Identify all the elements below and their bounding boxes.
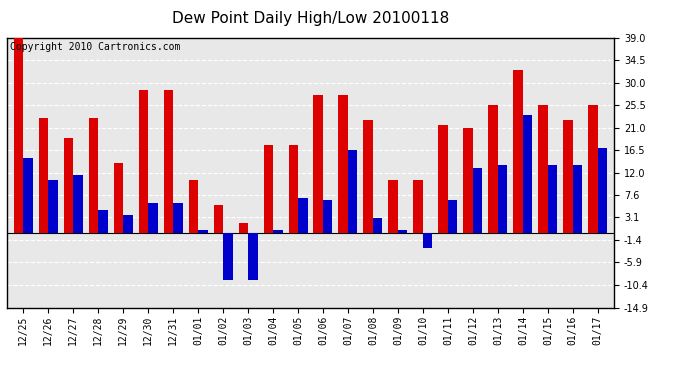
Bar <box>98 210 108 233</box>
Bar <box>23 158 32 233</box>
Bar <box>448 200 457 233</box>
Bar <box>498 165 507 233</box>
Bar <box>298 198 308 233</box>
Bar <box>248 233 257 280</box>
Text: Copyright 2010 Cartronics.com: Copyright 2010 Cartronics.com <box>10 42 180 51</box>
Bar <box>139 90 148 233</box>
Bar <box>73 175 83 233</box>
Bar <box>523 115 533 233</box>
Bar <box>114 163 123 233</box>
Bar <box>88 118 98 233</box>
Bar <box>148 203 157 233</box>
Bar <box>464 128 473 233</box>
Bar <box>598 148 607 233</box>
Bar <box>323 200 333 233</box>
Bar <box>164 90 173 233</box>
Bar <box>348 150 357 233</box>
Bar <box>373 218 382 233</box>
Bar <box>538 105 548 233</box>
Bar <box>288 145 298 233</box>
Bar <box>313 95 323 233</box>
Bar <box>264 145 273 233</box>
Bar <box>589 105 598 233</box>
Bar <box>563 120 573 233</box>
Bar <box>473 168 482 233</box>
Bar <box>273 230 282 233</box>
Bar <box>173 203 183 233</box>
Text: Dew Point Daily High/Low 20100118: Dew Point Daily High/Low 20100118 <box>172 11 449 26</box>
Bar <box>388 180 398 233</box>
Bar <box>438 125 448 233</box>
Bar <box>188 180 198 233</box>
Bar <box>14 38 23 233</box>
Bar <box>223 233 233 280</box>
Bar <box>413 180 423 233</box>
Bar <box>63 138 73 233</box>
Bar <box>364 120 373 233</box>
Bar <box>48 180 58 233</box>
Bar <box>548 165 558 233</box>
Bar <box>239 223 248 233</box>
Bar <box>339 95 348 233</box>
Bar <box>213 205 223 233</box>
Bar <box>39 118 48 233</box>
Bar <box>573 165 582 233</box>
Bar <box>513 70 523 233</box>
Bar <box>423 233 433 248</box>
Bar <box>398 230 408 233</box>
Bar <box>489 105 498 233</box>
Bar <box>123 215 132 233</box>
Bar <box>198 230 208 233</box>
